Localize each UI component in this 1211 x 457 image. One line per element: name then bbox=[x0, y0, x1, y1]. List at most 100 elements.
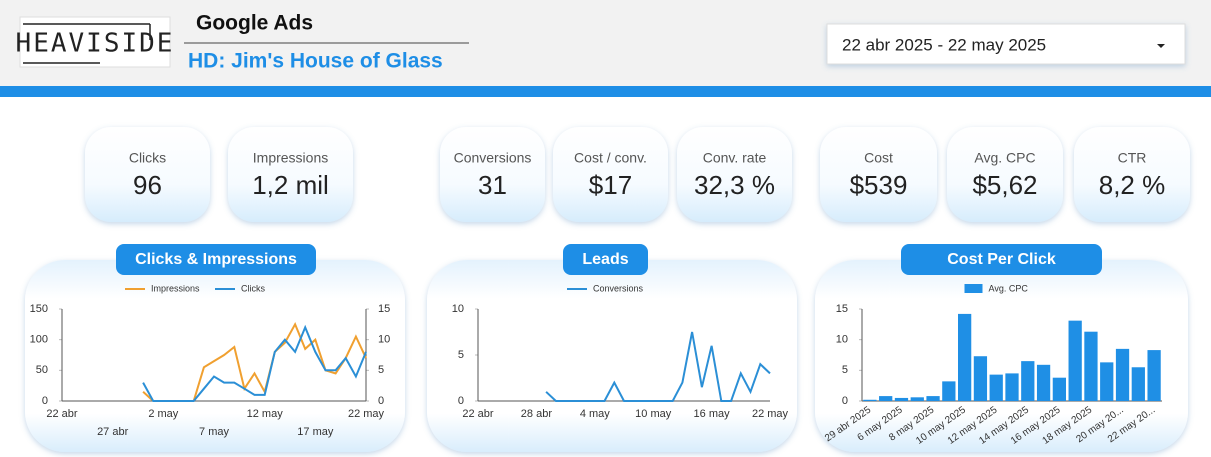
y-tick-label: 0 bbox=[842, 395, 848, 407]
date-picker[interactable] bbox=[826, 23, 1186, 65]
y2-tick-label: 15 bbox=[378, 303, 390, 315]
x-tick-label: 2 may bbox=[148, 408, 178, 420]
y2-tick-label: 10 bbox=[378, 334, 390, 346]
bar bbox=[1115, 348, 1130, 401]
y-tick-label: 15 bbox=[836, 303, 848, 315]
legend-label: Impressions bbox=[151, 283, 200, 293]
legend-label: Clicks bbox=[241, 283, 265, 293]
kpi-label: Conversions bbox=[454, 150, 532, 166]
x-tick-label: 12 may bbox=[247, 408, 284, 420]
kpi-label: Impressions bbox=[253, 150, 328, 166]
kpi-card bbox=[440, 127, 545, 222]
kpi-value: 8,2 % bbox=[1099, 170, 1166, 200]
y-tick-label: 10 bbox=[452, 303, 464, 315]
bar bbox=[1036, 364, 1051, 401]
header-stripe bbox=[0, 86, 1211, 97]
bar bbox=[1052, 377, 1066, 401]
kpi-label: Avg. CPC bbox=[974, 150, 1035, 166]
x-tick-label: 22 may bbox=[348, 408, 385, 420]
bar bbox=[1084, 331, 1098, 401]
y-tick-label: 0 bbox=[458, 395, 464, 407]
y-tick-label: 150 bbox=[30, 303, 48, 315]
kpi-card bbox=[1074, 127, 1190, 222]
bar bbox=[863, 399, 877, 401]
x-tick-label: 16 may bbox=[694, 408, 731, 420]
x-tick-label: 17 may bbox=[297, 426, 334, 438]
date-range[interactable]: 22 abr 2025 - 22 may 2025 bbox=[842, 35, 1046, 54]
x-tick-label: 22 abr bbox=[46, 408, 78, 420]
y-tick-label: 5 bbox=[458, 349, 464, 361]
kpi-label: Clicks bbox=[129, 150, 166, 166]
kpi-value: $5,62 bbox=[972, 170, 1037, 200]
kpi-card bbox=[228, 127, 353, 222]
logo-text: HEAVISIDE bbox=[16, 29, 175, 59]
chart-title: Leads bbox=[582, 251, 628, 268]
y-tick-label: 50 bbox=[36, 364, 48, 376]
x-tick-label: 4 may bbox=[580, 408, 610, 420]
y-tick-label: 100 bbox=[30, 334, 48, 346]
kpi-value: 31 bbox=[478, 170, 507, 200]
bar bbox=[942, 381, 956, 401]
kpi-value: $17 bbox=[589, 170, 632, 200]
x-tick-label: 27 abr bbox=[97, 426, 129, 438]
legend-label: Avg. CPC bbox=[989, 283, 1029, 293]
kpi-label: Cost bbox=[864, 150, 893, 166]
x-tick-label: 10 may bbox=[635, 408, 672, 420]
y2-tick-label: 5 bbox=[378, 364, 384, 376]
kpi-card bbox=[677, 127, 792, 222]
chart-title-pill bbox=[116, 244, 316, 275]
y-tick-label: 10 bbox=[836, 334, 848, 346]
kpi-row: Clicks 96 Impressions 1,2 mil Conversions 31 C… bbox=[85, 127, 1190, 222]
legend-label: Conversions bbox=[593, 283, 644, 293]
kpi-card bbox=[947, 127, 1063, 222]
header-subtitle: HD: Jim's House of Glass bbox=[188, 50, 443, 73]
chart-title: Clicks & Impressions bbox=[135, 251, 297, 268]
bar bbox=[989, 374, 1003, 401]
bar bbox=[926, 396, 940, 401]
bar bbox=[1147, 350, 1161, 401]
bar bbox=[973, 356, 988, 401]
x-tick-label: 22 may bbox=[752, 408, 789, 420]
series-line bbox=[142, 324, 367, 402]
bar bbox=[1131, 367, 1145, 401]
y-tick-label: 0 bbox=[42, 395, 48, 407]
kpi-value: 32,3 % bbox=[694, 170, 775, 200]
x-tick-label: 22 abr bbox=[462, 408, 494, 420]
chart-card bbox=[25, 260, 405, 452]
header-title: Google Ads bbox=[196, 12, 313, 35]
logo-box bbox=[19, 16, 171, 68]
chart-title-pill bbox=[901, 244, 1102, 275]
bar bbox=[1005, 373, 1019, 401]
x-tick-label: 7 may bbox=[199, 426, 229, 438]
kpi-card bbox=[820, 127, 937, 222]
logo-frame bbox=[23, 23, 151, 64]
bar bbox=[958, 313, 972, 401]
chart-title: Cost Per Click bbox=[947, 251, 1056, 268]
x-tick-label: 28 abr bbox=[521, 408, 553, 420]
kpi-card bbox=[553, 127, 668, 222]
bar bbox=[1100, 362, 1114, 401]
kpi-value: 96 bbox=[133, 170, 162, 200]
kpi-value: 1,2 mil bbox=[252, 170, 329, 200]
chart-card bbox=[427, 260, 797, 452]
y-tick-label: 5 bbox=[842, 364, 848, 376]
bar bbox=[1021, 361, 1035, 401]
dropdown-arrow[interactable] bbox=[1157, 44, 1165, 48]
chart: Leads Conversions 0 5 10 22 abr 28 abr 4 may 10 … bbox=[427, 244, 797, 452]
bar bbox=[894, 397, 909, 401]
chart-title-pill bbox=[563, 244, 648, 275]
series-line bbox=[545, 331, 771, 402]
y2-tick-label: 0 bbox=[378, 395, 384, 407]
kpi-card bbox=[85, 127, 210, 222]
chart-card bbox=[815, 260, 1188, 452]
legend-swatch bbox=[964, 284, 983, 293]
bar bbox=[879, 396, 893, 401]
kpi-label: Cost / conv. bbox=[574, 150, 647, 166]
kpi-value: $539 bbox=[850, 170, 908, 200]
bar bbox=[1068, 320, 1082, 401]
